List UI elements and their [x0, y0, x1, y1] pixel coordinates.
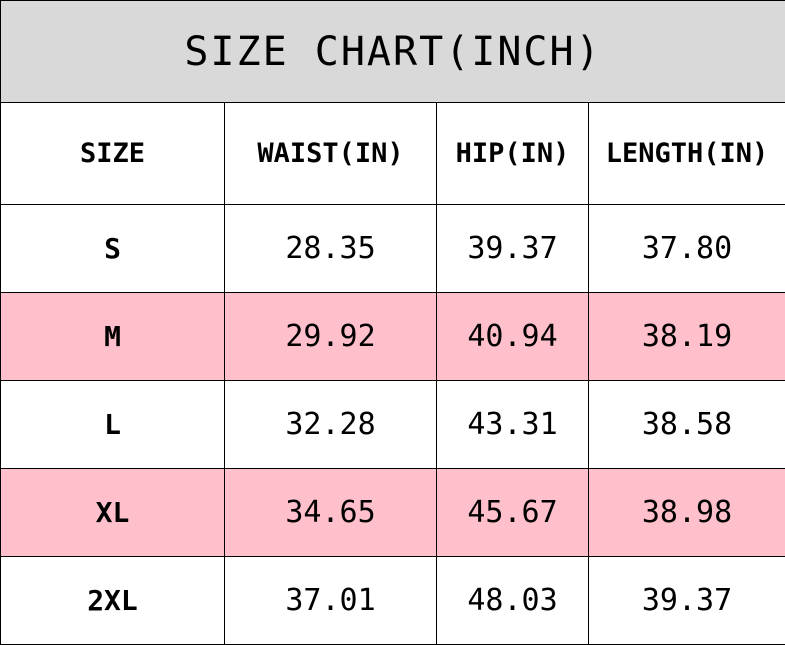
size-cell: 2XL	[0, 556, 225, 645]
table-row: M 29.92 40.94 38.19	[0, 292, 785, 381]
size-cell: XL	[0, 468, 225, 557]
size-cell: S	[0, 204, 225, 293]
waist-cell: 32.28	[224, 380, 437, 469]
header-hip: HIP(IN)	[436, 102, 589, 205]
size-cell: L	[0, 380, 225, 469]
hip-cell: 43.31	[436, 380, 589, 469]
header-row: SIZE WAIST(IN) HIP(IN) LENGTH(IN)	[0, 102, 785, 205]
table-row: S 28.35 39.37 37.80	[0, 204, 785, 293]
waist-cell: 37.01	[224, 556, 437, 645]
length-cell: 37.80	[588, 204, 785, 293]
header-waist: WAIST(IN)	[224, 102, 437, 205]
waist-cell: 29.92	[224, 292, 437, 381]
table-row: XL 34.65 45.67 38.98	[0, 468, 785, 557]
hip-cell: 40.94	[436, 292, 589, 381]
table-row: L 32.28 43.31 38.58	[0, 380, 785, 469]
length-cell: 39.37	[588, 556, 785, 645]
table-row: 2XL 37.01 48.03 39.37	[0, 556, 785, 645]
length-cell: 38.19	[588, 292, 785, 381]
length-cell: 38.58	[588, 380, 785, 469]
waist-cell: 28.35	[224, 204, 437, 293]
header-length: LENGTH(IN)	[588, 102, 785, 205]
chart-title: SIZE CHART(INCH)	[0, 0, 785, 103]
waist-cell: 34.65	[224, 468, 437, 557]
hip-cell: 39.37	[436, 204, 589, 293]
length-cell: 38.98	[588, 468, 785, 557]
hip-cell: 48.03	[436, 556, 589, 645]
size-cell: M	[0, 292, 225, 381]
hip-cell: 45.67	[436, 468, 589, 557]
header-size: SIZE	[0, 102, 225, 205]
